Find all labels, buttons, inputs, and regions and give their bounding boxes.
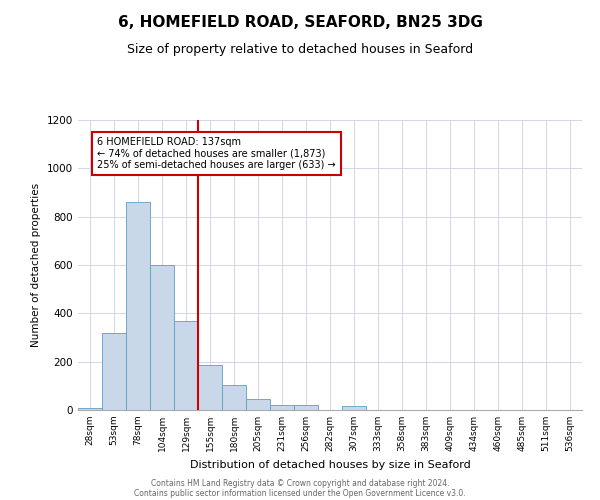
Y-axis label: Number of detached properties: Number of detached properties bbox=[31, 183, 41, 347]
Bar bbox=[342, 406, 366, 410]
Text: 6, HOMEFIELD ROAD, SEAFORD, BN25 3DG: 6, HOMEFIELD ROAD, SEAFORD, BN25 3DG bbox=[118, 15, 482, 30]
Bar bbox=[270, 405, 294, 410]
Bar bbox=[246, 399, 270, 410]
Bar bbox=[150, 265, 174, 410]
Bar bbox=[126, 202, 150, 410]
X-axis label: Distribution of detached houses by size in Seaford: Distribution of detached houses by size … bbox=[190, 460, 470, 469]
Text: Contains public sector information licensed under the Open Government Licence v3: Contains public sector information licen… bbox=[134, 488, 466, 498]
Bar bbox=[78, 408, 102, 410]
Text: 6 HOMEFIELD ROAD: 137sqm
← 74% of detached houses are smaller (1,873)
25% of sem: 6 HOMEFIELD ROAD: 137sqm ← 74% of detach… bbox=[97, 137, 336, 170]
Bar bbox=[102, 332, 126, 410]
Text: Contains HM Land Registry data © Crown copyright and database right 2024.: Contains HM Land Registry data © Crown c… bbox=[151, 478, 449, 488]
Bar bbox=[174, 320, 198, 410]
Bar bbox=[198, 366, 222, 410]
Bar bbox=[294, 405, 318, 410]
Text: Size of property relative to detached houses in Seaford: Size of property relative to detached ho… bbox=[127, 42, 473, 56]
Bar bbox=[222, 384, 246, 410]
